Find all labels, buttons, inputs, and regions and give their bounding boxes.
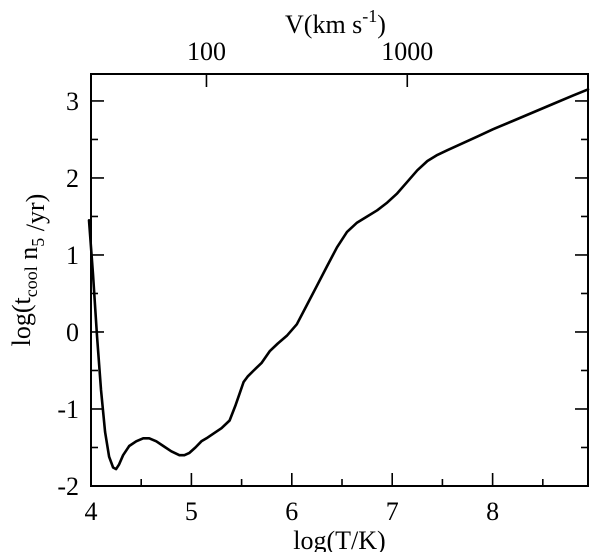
y-tick-label: 1 — [66, 241, 79, 270]
x-tick-label: 4 — [85, 497, 98, 526]
plot-frame — [90, 73, 589, 487]
y-tick-label: -2 — [57, 472, 79, 501]
y-tick-label: 0 — [66, 318, 79, 347]
top-tick-label: 100 — [187, 37, 226, 66]
x-tick-label: 8 — [486, 497, 499, 526]
axis-ticks — [90, 74, 588, 487]
y-tick-label: -1 — [57, 395, 79, 424]
y-axis-label: log(tcool n5 /yr) — [7, 194, 50, 347]
x-tick-label: 7 — [386, 497, 399, 526]
x-axis-label: log(T/K) — [293, 526, 385, 552]
y-tick-label: 2 — [66, 164, 79, 193]
cooling-curve-line — [87, 88, 590, 471]
top-axis-label: V(km s-1) — [285, 6, 386, 39]
top-tick-label: 1000 — [381, 37, 433, 66]
x-tick-label: 5 — [185, 497, 198, 526]
x-tick-label: 6 — [285, 497, 298, 526]
y-tick-label: 3 — [66, 87, 79, 116]
tick-labels: 4 5 6 7 8 -2 -1 0 1 2 3 100 1000 — [57, 37, 499, 526]
